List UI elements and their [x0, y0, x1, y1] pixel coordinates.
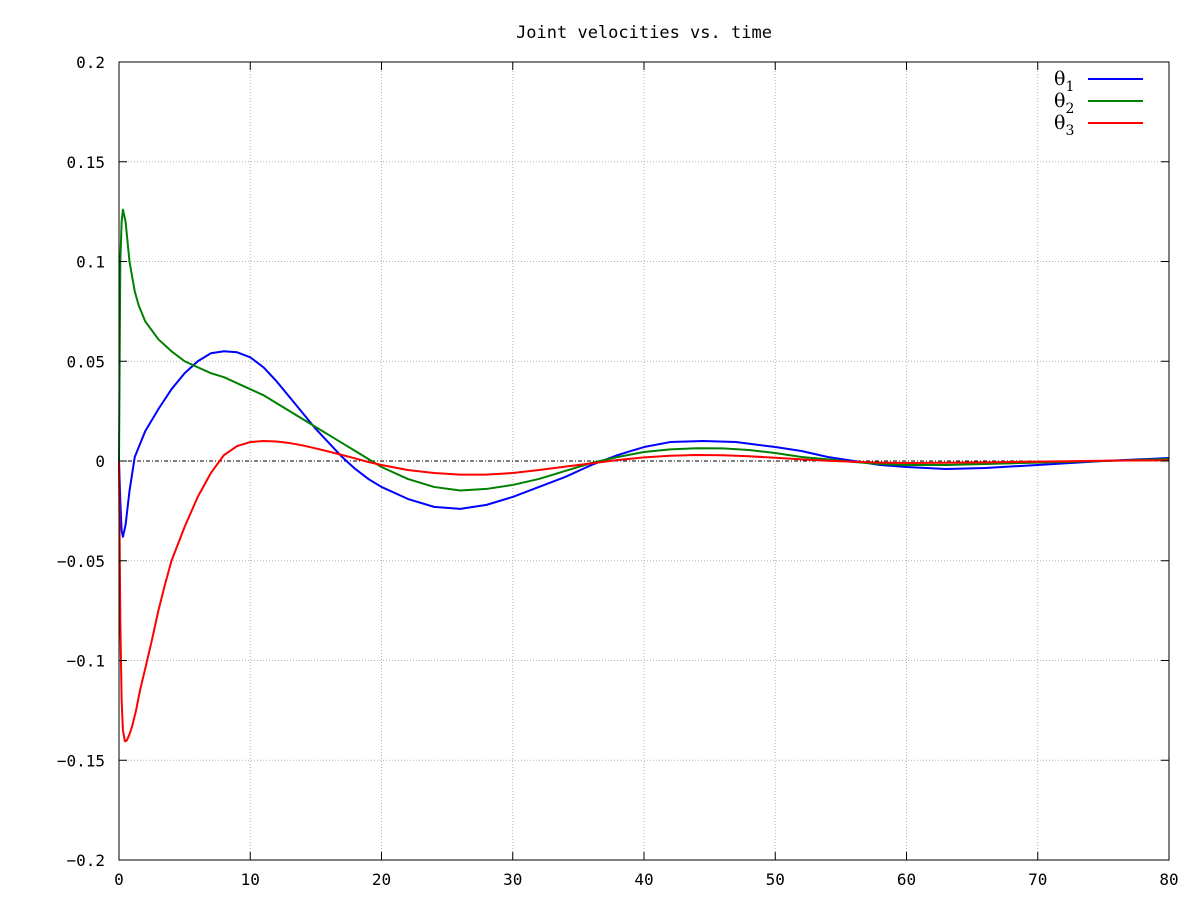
y-tick-label: 0.15 — [66, 153, 105, 172]
x-tick-label: 70 — [1028, 870, 1047, 889]
y-tick-label: 0.2 — [76, 53, 105, 72]
y-tick-label: −0.05 — [57, 552, 105, 571]
x-tick-label: 80 — [1159, 870, 1178, 889]
axis-ticks — [118, 61, 1170, 861]
y-tick-label: 0 — [95, 452, 105, 471]
legend-subscript-1: 1 — [1065, 79, 1074, 95]
x-tick-label: 40 — [634, 870, 653, 889]
y-tick-label: −0.15 — [57, 751, 105, 770]
series-lines — [118, 208, 1170, 743]
series-line-3 — [118, 440, 1170, 743]
x-tick-label: 10 — [241, 870, 260, 889]
y-tick-label: 0.05 — [66, 352, 105, 371]
series-line-2 — [118, 208, 1170, 492]
y-tick-label: 0.1 — [76, 253, 105, 272]
chart-title: Joint velocities vs. time — [516, 23, 772, 43]
x-tick-label: 30 — [503, 870, 522, 889]
series-line-1 — [118, 350, 1170, 538]
axis-tick-labels: 0 10 20 30 40 50 60 70 80 −0.2 −0.15 −0.1 −0.05 0 0.05… — [57, 53, 1179, 889]
x-tick-label: 50 — [766, 870, 785, 889]
x-tick-label: 60 — [897, 870, 916, 889]
x-tick-label: 20 — [372, 870, 391, 889]
legend-subscript-2: 2 — [1065, 101, 1074, 117]
y-tick-label: −0.2 — [66, 851, 105, 870]
legend-subscript-3: 3 — [1065, 123, 1074, 139]
x-tick-label: 0 — [114, 870, 124, 889]
y-tick-label: −0.1 — [66, 652, 105, 671]
